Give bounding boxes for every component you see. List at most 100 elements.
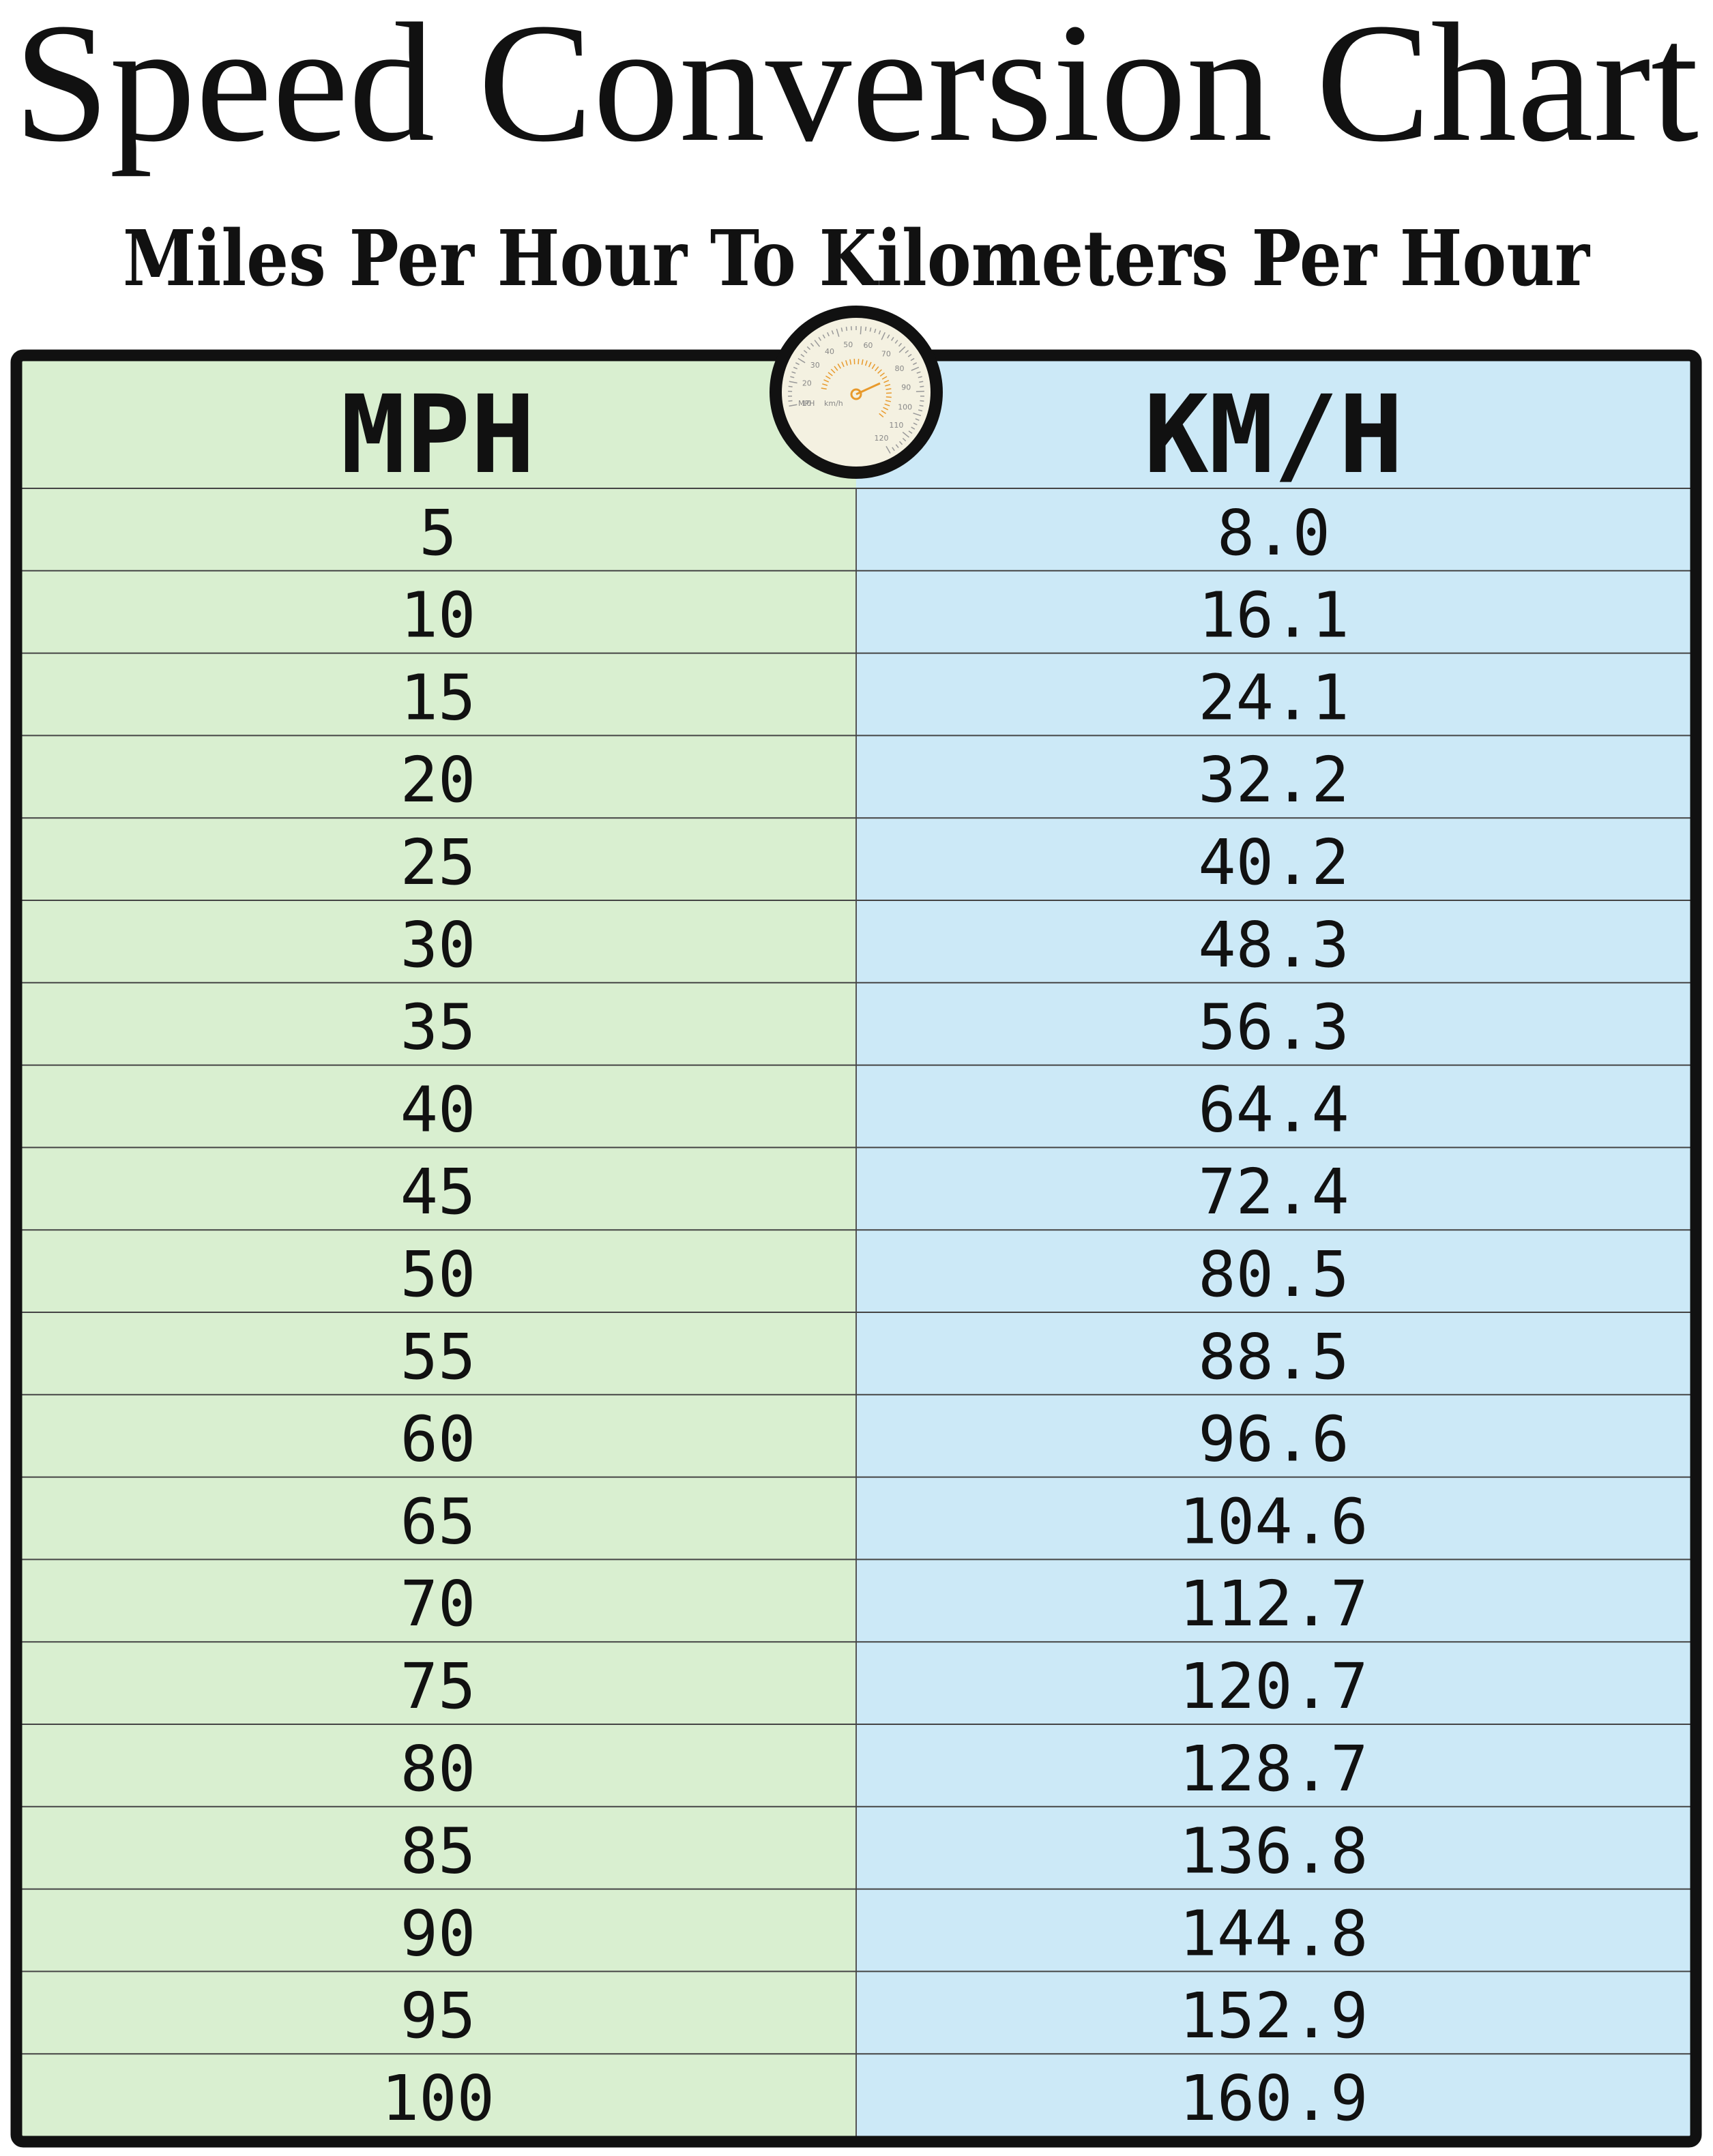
column-header: KM/H	[1144, 372, 1404, 498]
cell: 60	[400, 1403, 476, 1476]
gauge-tick	[788, 385, 793, 387]
gauge-tick	[898, 441, 903, 445]
gauge-tick	[789, 381, 797, 384]
cell: 160.9	[1180, 2062, 1368, 2135]
gauge-tick	[845, 360, 848, 366]
gauge-label: 90	[901, 383, 911, 392]
cell: 32.2	[1198, 743, 1349, 816]
gauge-tick	[913, 412, 922, 417]
gauge-tick	[883, 379, 890, 383]
cell: 144.8	[1180, 1897, 1368, 1970]
gauge-tick	[837, 364, 841, 369]
gauge-tick	[920, 400, 924, 402]
gauge-tick	[874, 328, 877, 334]
gauge-unit: km/h	[824, 399, 843, 408]
gauge-tick	[919, 381, 924, 383]
gauge-tick	[918, 409, 923, 412]
gauge-tick	[806, 346, 811, 351]
cell: 24.1	[1198, 661, 1349, 734]
gauge-tick	[868, 361, 872, 368]
gauge-tick	[814, 340, 821, 347]
gauge-tick	[793, 366, 797, 370]
cell: 15	[400, 661, 476, 734]
cell: 56.3	[1198, 991, 1349, 1064]
gauge-tick	[891, 337, 894, 341]
gauge-tick	[821, 387, 827, 390]
cell: 35	[400, 991, 476, 1064]
gauge-tick	[898, 346, 906, 353]
cell: 80.5	[1198, 1238, 1349, 1311]
gauge-tick	[788, 400, 793, 402]
gauge-tick	[910, 357, 915, 361]
cell: 25	[400, 826, 476, 899]
cell: 40	[400, 1073, 476, 1146]
cell: 136.8	[1180, 1815, 1368, 1888]
gauge-label: 50	[843, 340, 853, 349]
cell: 64.4	[1198, 1073, 1349, 1146]
gauge-tick	[822, 383, 828, 386]
cell: 95	[400, 1979, 476, 2052]
gauge-tick	[795, 362, 800, 366]
gauge-tick	[789, 404, 797, 407]
gauge-face	[770, 306, 943, 479]
cell: 88.5	[1198, 1320, 1349, 1393]
gauge-tick	[913, 362, 918, 366]
gauge-tick	[790, 376, 795, 379]
cell: 55	[400, 1320, 476, 1393]
gauge-tick	[803, 350, 808, 354]
gauge-tick	[864, 360, 868, 366]
gauge-tick	[827, 332, 830, 337]
gauge-tick	[875, 366, 879, 372]
gauge-tick	[919, 404, 924, 407]
gauge-tick	[830, 368, 836, 374]
gauge-tick	[885, 383, 891, 387]
gauge-tick	[825, 375, 831, 379]
gauge-tick	[818, 337, 821, 341]
gauge-tick	[871, 364, 876, 370]
cell: 40.2	[1198, 826, 1349, 899]
gauge-tick	[877, 369, 882, 374]
cell: 48.3	[1198, 909, 1349, 981]
gauge-tick	[902, 437, 907, 442]
gauge-label: 60	[863, 341, 873, 350]
cell: 30	[400, 909, 476, 981]
gauge-label: 110	[889, 421, 903, 430]
gauge-tick	[902, 431, 910, 438]
cell: 20	[400, 743, 476, 816]
gauge-tick	[831, 330, 834, 335]
cell: 128.7	[1180, 1732, 1368, 1805]
gauge-tick	[879, 413, 884, 417]
cell: 85	[400, 1815, 476, 1888]
gauge-tick	[881, 376, 888, 380]
kmh-column-bg	[856, 353, 1696, 2136]
gauge-tick	[861, 359, 864, 365]
gauge-label: 70	[881, 349, 891, 358]
cell: 5	[419, 497, 456, 570]
gauge-tick	[834, 366, 838, 371]
cell: 45	[400, 1155, 476, 1228]
gauge-tick	[911, 366, 920, 371]
gauge-label: 10	[802, 399, 811, 408]
gauge-tick	[908, 430, 913, 434]
cell: 96.6	[1198, 1403, 1349, 1476]
subtitle: Miles Per Hour To Kilometers Per Hour	[123, 214, 1591, 304]
gauge-tick	[828, 372, 833, 376]
gauge-tick	[913, 422, 918, 426]
gauge-tick	[885, 445, 891, 454]
gauge-tick	[915, 418, 920, 421]
gauge-label: 120	[875, 434, 889, 443]
gauge-tick	[916, 371, 921, 374]
gauge-tick	[840, 327, 843, 332]
gauge-tick	[836, 328, 840, 337]
gauge-tick	[898, 342, 903, 347]
cell: 10	[400, 579, 476, 652]
gauge-tick	[885, 396, 892, 398]
cell: 16.1	[1198, 579, 1349, 652]
table-body: 5 8.0 10 16.1 15 24.1 20 32.2 25 40.2 30 48.3 35 56.3…	[14, 488, 1699, 2135]
cell: 104.6	[1180, 1485, 1368, 1558]
gauge-label: 20	[802, 379, 812, 388]
cell: 72.4	[1198, 1155, 1349, 1228]
cell: 90	[400, 1897, 476, 1970]
